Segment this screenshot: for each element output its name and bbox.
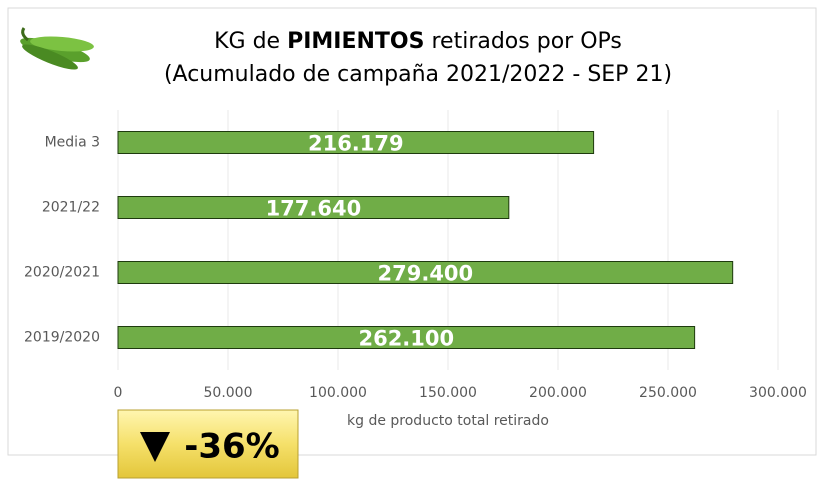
x-axis-label: kg de producto total retirado xyxy=(347,413,549,429)
y-tick-label: Media 3 xyxy=(45,135,100,151)
value-label: 279.400 xyxy=(378,262,474,286)
value-label: 216.179 xyxy=(308,132,404,156)
x-tick-label: 200.000 xyxy=(529,385,587,401)
value-label: 177.640 xyxy=(266,197,362,221)
x-tick-label: 150.000 xyxy=(419,385,477,401)
title-part: KG de xyxy=(214,29,280,54)
chart-title: KG de PIMIENTOS retirados por OPs xyxy=(214,29,622,54)
x-tick-label: 50.000 xyxy=(204,385,253,401)
chart: KG de PIMIENTOS retirados por OPs (Acumu… xyxy=(0,0,818,479)
y-tick-label: 2019/2020 xyxy=(24,330,100,346)
badge-text: -36% xyxy=(184,427,280,467)
x-tick-label: 100.000 xyxy=(309,385,367,401)
value-label: 262.100 xyxy=(358,327,454,351)
title-part: retirados por OPs xyxy=(431,29,621,54)
x-tick-label: 250.000 xyxy=(639,385,697,401)
y-tick-label: 2020/2021 xyxy=(24,265,100,281)
x-tick-label: 0 xyxy=(114,385,123,401)
x-tick-label: 300.000 xyxy=(749,385,807,401)
y-tick-label: 2021/22 xyxy=(42,200,100,216)
chart-subtitle: (Acumulado de campaña 2021/2022 - SEP 21… xyxy=(164,62,672,87)
title-part: PIMIENTOS xyxy=(287,29,424,54)
